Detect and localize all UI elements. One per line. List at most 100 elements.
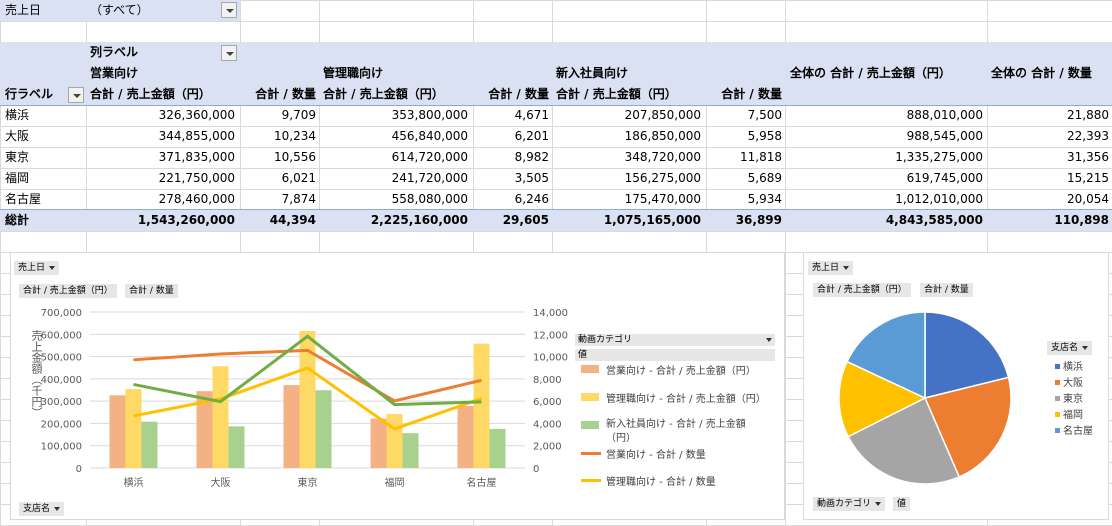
pie-legend-label: 福岡: [1063, 410, 1083, 421]
grand-total-amount-header: 全体の 合計 / 売上金額（円）: [790, 66, 951, 80]
pivot-grand-total-value: 4,843,585,000: [885, 213, 983, 227]
pivot-row-value: 353,800,000: [391, 108, 468, 122]
chart-filter-button[interactable]: 売上日: [14, 261, 60, 275]
pivot-row-label: 横浜: [5, 108, 30, 122]
pivot-grand-total-value: 2,225,160,000: [370, 213, 468, 227]
pivot-grand-total-label: 総計: [5, 213, 30, 227]
pivot-row-label: 東京: [5, 150, 30, 164]
legend-swatch: [581, 393, 599, 401]
pie-slice: [923, 376, 1012, 478]
pivot-header-band: [0, 42, 1112, 105]
x-tick-label: 横浜: [124, 476, 144, 489]
pie-axis-value: 値: [893, 497, 911, 511]
bar: [386, 414, 403, 468]
pivot-row-value: 6,246: [514, 192, 549, 206]
bar: [473, 343, 490, 468]
pie-legend-label: 横浜: [1063, 362, 1083, 373]
pivot-row-value: 241,720,000: [391, 171, 468, 185]
legend-swatch: [581, 365, 599, 373]
measure-amount-header: 合計 / 売上金額（円）: [556, 87, 677, 101]
group-header-sales: 営業向け: [90, 66, 139, 80]
chart-value-button-qty[interactable]: 合計 / 数量: [125, 284, 178, 298]
pivot-row-value: 614,720,000: [391, 150, 468, 164]
legend-entry-label: 管理職向け - 合計 / 数量: [606, 477, 716, 488]
pivot-row-value: 988,545,000: [906, 129, 983, 143]
bar: [212, 366, 229, 468]
pivot-row-value: 7,874: [281, 192, 316, 206]
y2-tick-label: 10,000: [533, 353, 568, 364]
row-labels-dropdown[interactable]: [68, 87, 84, 103]
pivot-row-value: 175,470,000: [624, 192, 701, 206]
pie-value-button-amount[interactable]: 合計 / 売上金額（円）: [813, 283, 911, 297]
pivot-row-value: 1,335,275,000: [895, 150, 983, 164]
pivot-row-value: 619,745,000: [906, 171, 983, 185]
y-tick-label: 500,000: [41, 353, 82, 364]
y2-tick-label: 0: [533, 464, 539, 475]
combo-chart-plot: 0 100,000 200,000 300,000 400,000 500,000 600,…: [41, 308, 568, 489]
pivot-row-value: 8,982: [514, 150, 549, 164]
bar: [109, 395, 126, 468]
bar: [283, 385, 300, 468]
bar: [402, 433, 419, 468]
pie-value-button-qty[interactable]: 合計 / 数量: [920, 283, 973, 297]
pivot-row-label: 福岡: [5, 171, 30, 185]
pie-chart-plot: [838, 311, 1012, 485]
pie-filter-button[interactable]: 売上日: [808, 261, 854, 275]
pivot-row-value: 1,012,010,000: [895, 192, 983, 206]
column-labels-dropdown[interactable]: [221, 45, 237, 61]
x-tick-label: 福岡: [385, 476, 405, 489]
filter-dropdown-button[interactable]: [221, 2, 237, 18]
series-line: [133, 348, 482, 403]
legend-entry-label: 新入社員向け - 合計 / 売上金額（円）: [606, 419, 746, 444]
pie-slice: [846, 311, 926, 400]
pivot-row-value: 10,234: [274, 129, 316, 143]
pivot-row-value: 371,835,000: [158, 150, 235, 164]
pivot-row-value: 22,393: [1067, 129, 1109, 143]
y-tick-label: 300,000: [41, 397, 82, 408]
pivot-row-value: 156,275,000: [624, 171, 701, 185]
x-tick-label: 名古屋: [467, 476, 497, 489]
grand-total-qty-header: 全体の 合計 / 数量: [991, 66, 1092, 80]
y2-tick-label: 8,000: [533, 375, 562, 386]
pivot-row-value: 558,080,000: [391, 192, 468, 206]
pivot-row-value: 5,934: [747, 192, 782, 206]
measure-qty-header: 合計 / 数量: [488, 87, 549, 101]
pie-axis-button[interactable]: 動画カテゴリ: [813, 497, 886, 511]
pie-legend-field-button[interactable]: 支店名: [1047, 341, 1093, 355]
pivot-row-value: 888,010,000: [906, 108, 983, 122]
y2-tick-label: 2,000: [533, 442, 562, 453]
bar: [299, 331, 316, 468]
pie-slice: [838, 360, 927, 438]
column-labels-header: 列ラベル: [90, 45, 139, 59]
y-tick-label: 700,000: [41, 308, 82, 319]
pie-legend-swatch: [1055, 396, 1060, 401]
legend-swatch: [581, 479, 601, 482]
y-tick-label: 0: [76, 464, 82, 475]
measure-qty-header: 合計 / 数量: [255, 87, 316, 101]
pivot-grand-total-value: 29,605: [502, 213, 549, 227]
group-header-management: 管理職向け: [323, 66, 384, 80]
filter-value: （すべて）: [90, 3, 149, 17]
pie-slice: [847, 396, 961, 485]
pie-legend-swatch: [1055, 412, 1060, 417]
bar: [370, 418, 387, 468]
pivot-grand-total-value: 36,899: [735, 213, 782, 227]
pivot-row-value: 11,818: [740, 150, 782, 164]
pie-legend-label: 大阪: [1063, 378, 1083, 389]
bar: [196, 391, 213, 468]
chart-value-button-amount[interactable]: 合計 / 売上金額（円）: [19, 284, 117, 298]
pivot-row-value: 31,356: [1067, 150, 1109, 164]
pivot-row-value: 344,855,000: [158, 129, 235, 143]
pivot-row-label: 名古屋: [5, 192, 42, 206]
pivot-row-value: 348,720,000: [624, 150, 701, 164]
legend-field-button[interactable]: 動画カテゴリ: [575, 334, 775, 346]
pivot-row-value: 5,689: [747, 171, 782, 185]
bar: [315, 390, 332, 468]
pivot-grand-total-value: 44,394: [269, 213, 316, 227]
chart-axis-button[interactable]: 支店名: [19, 502, 65, 516]
pivot-row-value: 20,054: [1067, 192, 1109, 206]
y-tick-label: 400,000: [41, 375, 82, 386]
pivot-row-value: 278,460,000: [158, 192, 235, 206]
pie-slice: [924, 311, 1010, 399]
series-line: [133, 366, 482, 431]
